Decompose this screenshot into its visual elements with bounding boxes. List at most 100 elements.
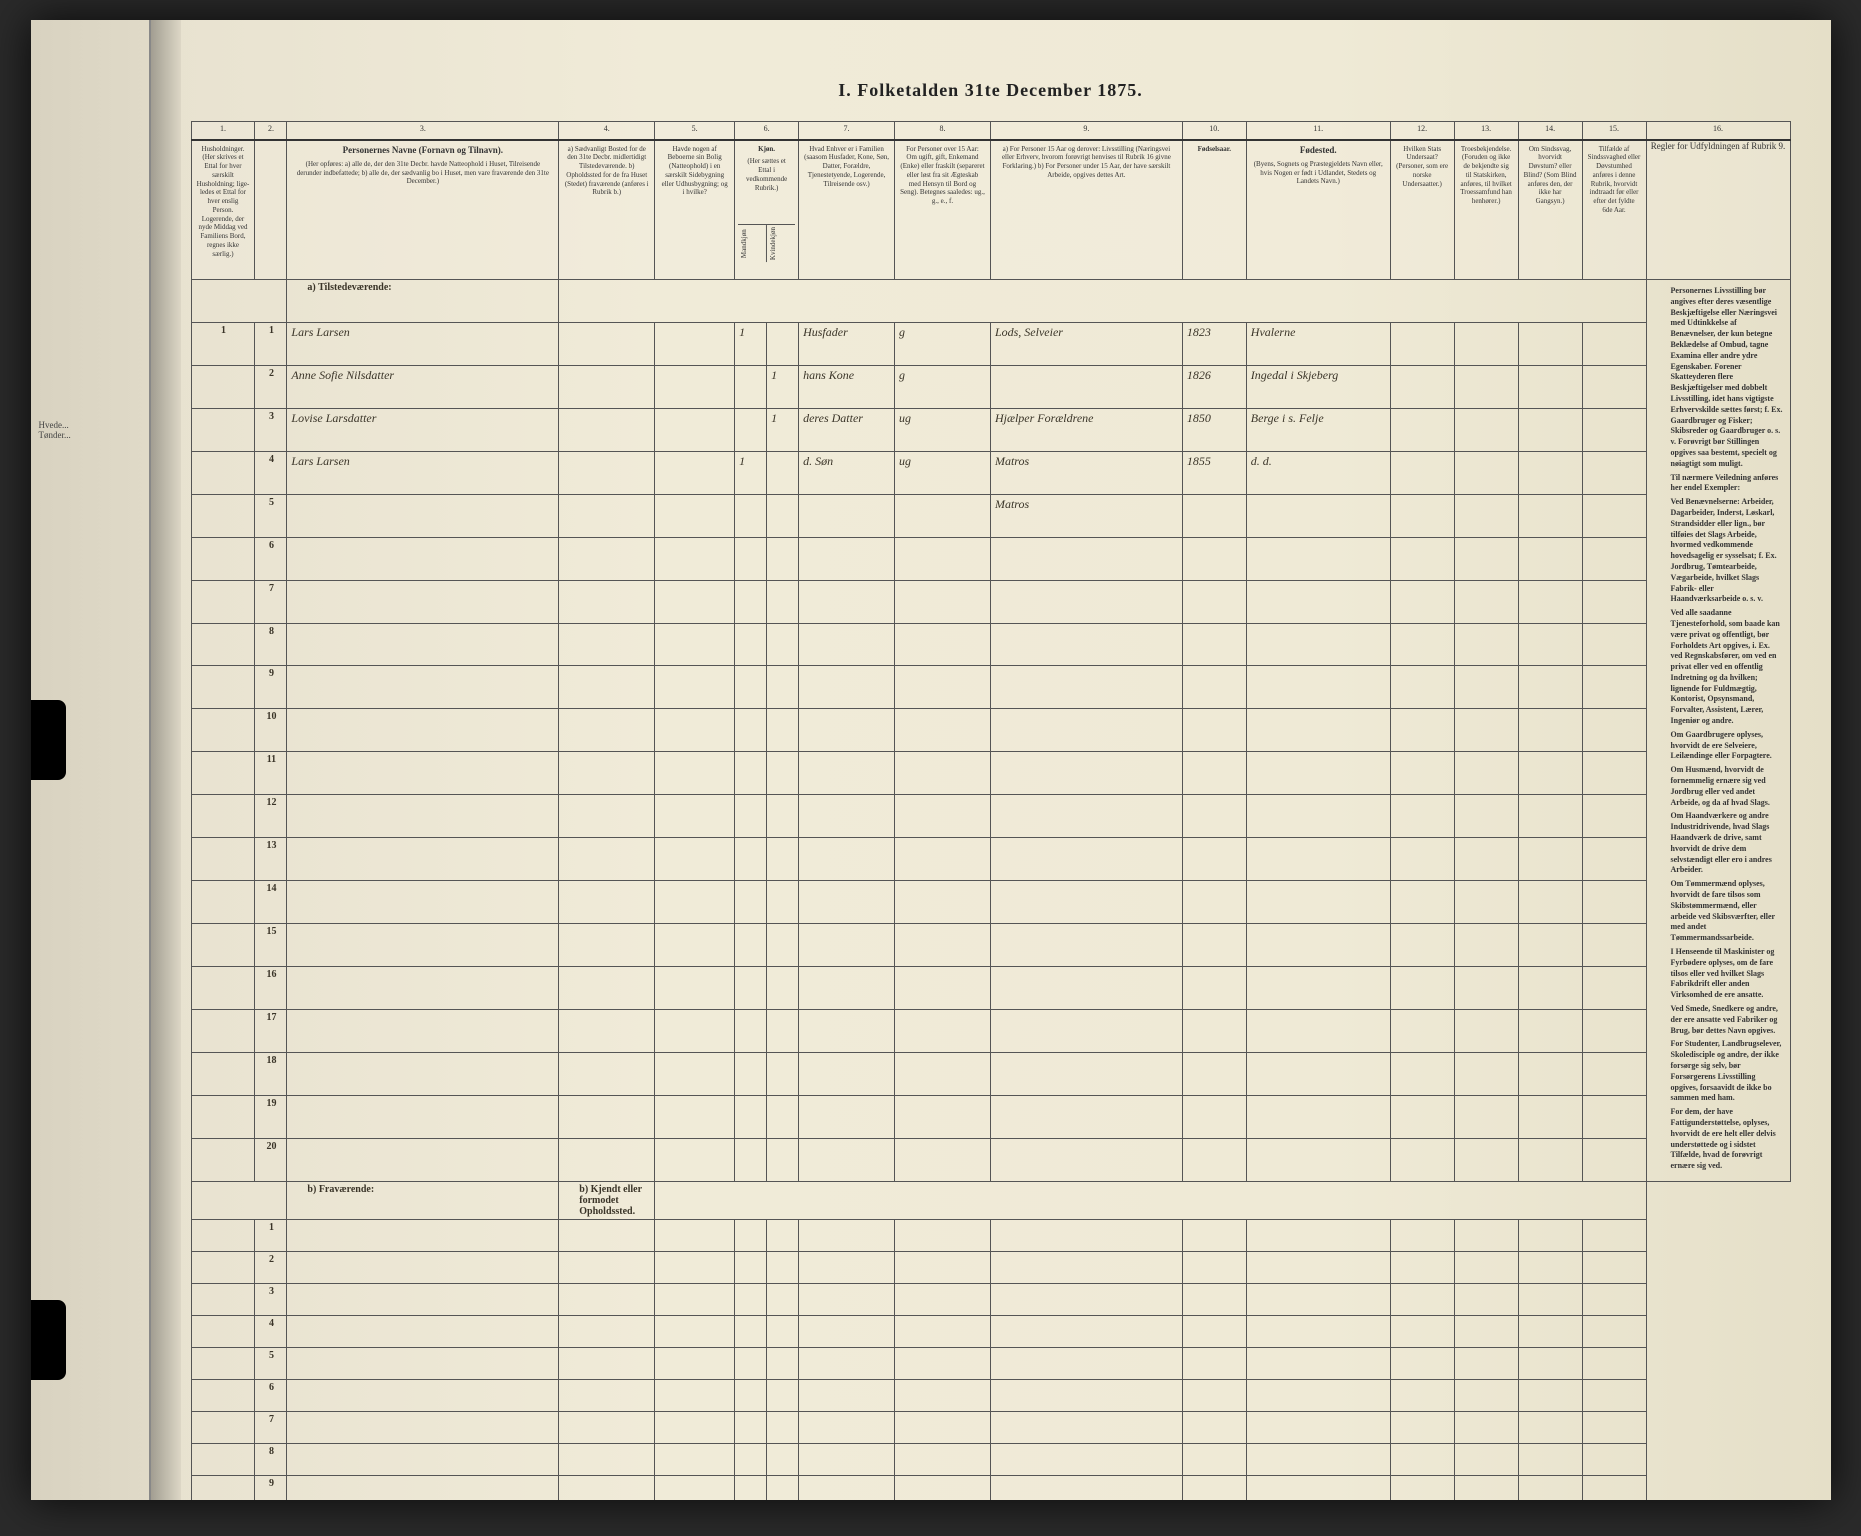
c15-cell [1582,967,1646,1010]
civil-cell [895,494,991,537]
civil-cell [895,1379,991,1411]
hdr-8-text: For Personer over 15 Aar: Om ugift, gift… [898,143,987,208]
section-b-label: b) Fraværende: [287,1181,559,1219]
tbody-absent: b) Fraværende: b) Kjendt eller formodet … [191,1181,1790,1500]
occupation-cell [990,1379,1182,1411]
binding-tab-2 [31,1300,66,1380]
family-cell [799,1251,895,1283]
sex-f-cell [767,1095,799,1138]
instruction-paragraph: Ved alle saadanne Tjenesteforhold, som b… [1671,608,1783,727]
col5-cell [655,967,735,1010]
civil-cell [895,1475,991,1500]
place-cell [1246,967,1390,1010]
house-cell [191,408,255,451]
colnum-3: 3. [287,122,559,140]
table-row: 12 [191,795,1790,838]
rownum-cell: 7 [255,580,287,623]
year-cell [1182,1009,1246,1052]
sex-m-cell [735,580,767,623]
c15-cell [1582,1138,1646,1181]
col5-cell [655,1443,735,1475]
c12-cell [1390,623,1454,666]
sex-m-cell [735,494,767,537]
col4-cell [559,881,655,924]
colnum-8: 8. [895,122,991,140]
house-cell [191,838,255,881]
family-cell [799,838,895,881]
place-cell [1246,666,1390,709]
year-cell [1182,967,1246,1010]
hdr-3: Personernes Navne (Fornavn og Tilnavn). … [287,140,559,280]
c13-cell [1454,1443,1518,1475]
sex-f-cell: 1 [767,408,799,451]
sex-m-cell [735,1475,767,1500]
c13-cell [1454,451,1518,494]
table-row: 6 [191,1379,1790,1411]
hdr-9: a) For Personer 15 Aar og derover: Livss… [990,140,1182,280]
place-cell: Berge i s. Felje [1246,408,1390,451]
sex-f-cell [767,967,799,1010]
col4-cell [559,1347,655,1379]
civil-cell [895,795,991,838]
name-cell: Lovise Larsdatter [287,408,559,451]
year-cell: 1855 [1182,451,1246,494]
name-cell [287,752,559,795]
col5-cell [655,623,735,666]
civil-cell [895,752,991,795]
col4-cell [559,1283,655,1315]
rownum-cell: 12 [255,795,287,838]
place-cell [1246,795,1390,838]
family-cell [799,1138,895,1181]
name-cell [287,1052,559,1095]
instructions-text: Personernes Livsstilling bør angives eft… [1667,282,1787,1179]
col4-cell [559,537,655,580]
table-row: 3 [191,1283,1790,1315]
c12-cell [1390,1475,1454,1500]
name-cell [287,795,559,838]
place-cell [1246,709,1390,752]
name-cell [287,881,559,924]
col5-cell [655,1411,735,1443]
hdr-11-sub: (Byens, Sognets og Præstegjeldets Navn e… [1250,158,1387,188]
house-cell [191,1219,255,1251]
instruction-paragraph: Ved Smede, Snedkere og andre, der ere an… [1671,1004,1783,1036]
instruction-paragraph: I Henseende til Maskinister og Fyrbødere… [1671,947,1783,1001]
sex-m-cell [735,838,767,881]
family-cell [799,1009,895,1052]
left-label-2: Tønder... [39,430,71,440]
col4-cell [559,1411,655,1443]
house-cell: 1 [191,322,255,365]
colnum-4: 4. [559,122,655,140]
c13-cell [1454,666,1518,709]
house-cell [191,1475,255,1500]
c12-cell [1390,1379,1454,1411]
section-a-span [559,280,1646,323]
colnum-9: 9. [990,122,1182,140]
table-row: 2Anne Sofie Nilsdatter1hans Koneg1826Ing… [191,365,1790,408]
c15-cell [1582,666,1646,709]
table-row: 6 [191,537,1790,580]
c13-cell [1454,1283,1518,1315]
hdr-10: Fødselsaar. [1182,140,1246,280]
sex-m-cell [735,1219,767,1251]
colnum-11: 11. [1246,122,1390,140]
family-cell: deres Datter [799,408,895,451]
house-cell [191,1283,255,1315]
house-cell [191,924,255,967]
table-row: 11Lars Larsen1HusfadergLods, Selveier182… [191,322,1790,365]
place-cell [1246,1283,1390,1315]
c13-cell [1454,1251,1518,1283]
occupation-cell [990,1283,1182,1315]
place-cell [1246,881,1390,924]
place-cell [1246,1251,1390,1283]
sex-m-cell [735,1251,767,1283]
col5-cell [655,1379,735,1411]
table-row: 19 [191,1095,1790,1138]
c15-cell [1582,408,1646,451]
c13-cell [1454,967,1518,1010]
rownum-cell: 1 [255,322,287,365]
year-cell [1182,1052,1246,1095]
civil-cell [895,709,991,752]
hdr-6b: Kvindekjøn [767,225,795,262]
page-title: I. Folketalden 31te December 1875. [191,80,1791,101]
